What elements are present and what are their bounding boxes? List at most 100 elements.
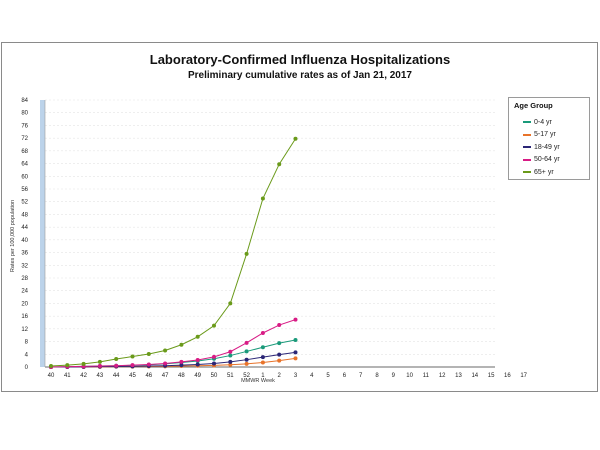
- data-point: [244, 361, 249, 366]
- y-tick-label: 48: [21, 212, 28, 218]
- data-point: [179, 342, 184, 347]
- y-tick-label: 4: [25, 352, 29, 358]
- data-point: [260, 360, 265, 365]
- data-point: [277, 341, 282, 346]
- data-point: [293, 350, 298, 355]
- x-tick-label: 6: [343, 373, 347, 379]
- y-tick-label: 36: [21, 251, 28, 257]
- data-point: [49, 364, 53, 369]
- x-tick-labels: 40 41 42 43 44 45 46 47 48 49 50 51 52 1 2 3 4 5 6 7 8 9 10 11 1…: [48, 373, 528, 379]
- x-tick-label: 40: [48, 373, 55, 379]
- x-tick-label: 11: [423, 373, 430, 379]
- data-point: [212, 354, 216, 359]
- x-tick-label: 7: [359, 373, 363, 379]
- legend-title: Age Group: [514, 101, 553, 110]
- data-point: [244, 357, 249, 362]
- series-50-64-yr: [49, 317, 298, 369]
- x-axis-label: MMWR Week: [241, 378, 275, 384]
- x-tick-label: 1: [261, 373, 265, 379]
- data-point: [114, 363, 119, 368]
- x-tick-label: 12: [439, 373, 446, 379]
- legend-label: 0-4 yr: [534, 118, 552, 126]
- y-tick-label: 0: [25, 365, 29, 371]
- data-point: [293, 356, 298, 361]
- gridlines: [45, 99, 495, 355]
- y-tick-label: 12: [21, 327, 28, 333]
- data-point: [65, 363, 70, 368]
- data-point: [130, 363, 135, 368]
- data-point: [293, 136, 298, 141]
- x-tick-label: 47: [162, 373, 169, 379]
- chart-frame: [1, 42, 598, 392]
- data-point: [228, 349, 233, 354]
- legend-swatch: [523, 171, 531, 173]
- data-point: [277, 162, 282, 167]
- chart-title: Laboratory-Confirmed Influenza Hospitali…: [149, 52, 451, 67]
- y-tick-label: 64: [21, 162, 28, 168]
- y-tick-label: 40: [21, 238, 28, 244]
- y-tick-label: 76: [21, 123, 28, 129]
- y-tick-label: 72: [21, 136, 28, 142]
- y-tick-label: 28: [21, 276, 28, 282]
- data-point: [163, 348, 168, 353]
- x-tick-label: 3: [294, 373, 298, 379]
- legend-item: 0-4 yr: [523, 116, 552, 128]
- legend-item: 5-17 yr: [523, 129, 556, 141]
- data-point: [97, 364, 102, 369]
- chart-subtitle: Preliminary cumulative rates as of Jan 2…: [187, 70, 412, 81]
- data-point: [293, 337, 298, 342]
- data-point: [260, 330, 265, 335]
- x-tick-label: 48: [178, 373, 185, 379]
- legend-item: 65+ yr: [523, 166, 554, 178]
- series-0-4-yr: [49, 337, 298, 369]
- y-tick-label: 68: [21, 149, 28, 155]
- x-tick-label: 51: [227, 373, 234, 379]
- y-tick-label: 24: [21, 289, 28, 295]
- data-point: [179, 363, 184, 368]
- data-point: [163, 361, 168, 366]
- data-point: [195, 362, 200, 367]
- y-tick-label: 44: [21, 225, 28, 231]
- data-point: [97, 359, 102, 364]
- x-tick-label: 8: [375, 373, 379, 379]
- x-tick-label: 41: [64, 373, 71, 379]
- x-tick-label: 45: [129, 373, 136, 379]
- data-point: [277, 358, 282, 363]
- x-tick-label: 52: [243, 373, 250, 379]
- data-point: [260, 345, 265, 350]
- data-point: [228, 301, 233, 306]
- legend-swatch: [523, 158, 531, 161]
- data-point: [277, 323, 282, 328]
- y-tick-label: 8: [25, 340, 29, 346]
- y-tick-label: 60: [21, 174, 28, 180]
- data-point: [277, 352, 282, 357]
- x-tick-label: 2: [278, 373, 282, 379]
- legend-swatch: [523, 133, 531, 136]
- x-tick-label: 5: [326, 373, 330, 379]
- x-tick-label: 46: [145, 373, 152, 379]
- x-tick-label: 49: [194, 373, 201, 379]
- series-line: [51, 351, 296, 368]
- x-tick-label: 50: [211, 373, 218, 379]
- y-axis-label: Rates per 100,000 population: [10, 200, 16, 272]
- data-point: [130, 354, 135, 359]
- x-tick-label: 14: [471, 373, 478, 379]
- y-tick-label: 52: [21, 200, 28, 206]
- data-point: [228, 362, 233, 367]
- data-point: [260, 355, 265, 360]
- x-tick-label: 10: [406, 373, 413, 379]
- y-tick-label: 32: [21, 263, 28, 269]
- data-point: [228, 359, 233, 364]
- data-point: [212, 361, 216, 366]
- data-point: [146, 351, 151, 356]
- y-tick-label: 20: [21, 301, 28, 307]
- legend-swatch: [523, 146, 531, 148]
- x-tick-label: 16: [504, 373, 511, 379]
- data-point: [195, 334, 200, 339]
- data-point: [260, 196, 265, 201]
- legend-label: 65+ yr: [534, 168, 554, 176]
- y-tick-labels: 0481216202428323640444852566064687276808…: [21, 98, 28, 371]
- data-point: [212, 323, 216, 328]
- x-tick-label: 43: [97, 373, 104, 379]
